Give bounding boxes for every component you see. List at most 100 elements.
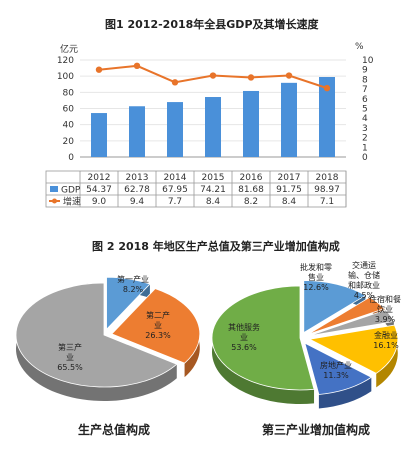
growth-point xyxy=(247,74,255,81)
category-label: 2012 xyxy=(88,173,111,183)
pie-slice xyxy=(304,342,373,395)
pie-slice-side xyxy=(212,286,315,404)
pie1-caption: 生产总值构成 xyxy=(78,423,151,437)
gdp-value-label: 98.97 xyxy=(314,185,340,195)
category-label: 2014 xyxy=(164,173,187,183)
right-tick-label: 9 xyxy=(362,66,368,76)
gdp-value-label: 81.68 xyxy=(238,185,264,195)
growth-point xyxy=(209,72,217,79)
svg-text:4.5%: 4.5% xyxy=(354,291,375,300)
growth-value-label: 7.7 xyxy=(168,197,182,207)
svg-text:65.5%: 65.5% xyxy=(57,363,83,372)
svg-text:第三产: 第三产 xyxy=(58,342,82,352)
right-tick-label: 1 xyxy=(362,143,368,153)
gdp-value-label: 54.37 xyxy=(86,185,112,195)
svg-text:交通运: 交通运 xyxy=(352,260,376,270)
legend-growth-label: 增速 xyxy=(63,196,81,208)
svg-text:其他服务: 其他服务 xyxy=(228,322,260,332)
growth-point xyxy=(323,84,331,92)
growth-point xyxy=(171,79,179,86)
svg-text:输、仓储: 输、仓储 xyxy=(348,270,380,280)
legend-gdp-label: GDP xyxy=(61,186,81,196)
svg-text:26.3%: 26.3% xyxy=(145,331,171,340)
pie-slice xyxy=(307,296,386,335)
right-tick-label: 8 xyxy=(362,75,368,85)
category-label: 2013 xyxy=(126,173,149,183)
svg-text:售业: 售业 xyxy=(308,272,324,282)
gdp-bar xyxy=(91,113,107,157)
category-label: 2015 xyxy=(202,173,225,183)
svg-text:饮业: 饮业 xyxy=(377,304,393,314)
pie-slice xyxy=(308,324,399,374)
gdp-bar xyxy=(205,97,221,157)
category-label: 2016 xyxy=(240,173,263,183)
pie2-caption: 第三产业增加值构成 xyxy=(262,423,371,437)
svg-text:金融业: 金融业 xyxy=(374,330,398,340)
growth-value-label: 7.1 xyxy=(320,197,334,207)
pie-slice xyxy=(106,276,151,331)
gdp-value-label: 67.95 xyxy=(162,185,188,195)
pie-slice xyxy=(111,288,201,364)
svg-text:业: 业 xyxy=(240,332,248,342)
left-tick-label: 40 xyxy=(63,121,75,131)
gdp-bar xyxy=(129,106,145,157)
gdp-bar xyxy=(319,76,335,157)
left-tick-label: 80 xyxy=(63,88,75,98)
right-tick-label: 7 xyxy=(362,85,368,95)
svg-text:12.6%: 12.6% xyxy=(303,283,329,292)
category-label: 2018 xyxy=(316,173,339,183)
right-tick-label: 2 xyxy=(362,134,368,144)
svg-text:批发和零: 批发和零 xyxy=(300,262,332,272)
right-tick-label: 10 xyxy=(362,56,374,66)
svg-text:和邮政业: 和邮政业 xyxy=(348,280,380,290)
legend-gdp-swatch xyxy=(50,186,58,192)
gdp-bar xyxy=(243,90,259,157)
growth-value-label: 8.4 xyxy=(206,197,221,207)
category-label: 2017 xyxy=(278,173,301,183)
gdp-value-label: 91.75 xyxy=(276,185,302,195)
right-tick-label: 4 xyxy=(362,114,368,124)
pie-slice-side xyxy=(318,377,372,409)
growth-value-label: 8.4 xyxy=(282,197,297,207)
left-tick-label: 120 xyxy=(57,56,74,66)
gdp-bar xyxy=(167,102,183,157)
pie-slice xyxy=(211,285,315,391)
left-tick-label: 60 xyxy=(63,105,75,115)
gdp-bar xyxy=(281,82,297,157)
svg-text:8.2%: 8.2% xyxy=(123,285,144,294)
svg-text:第一产业: 第一产业 xyxy=(117,274,149,284)
left-tick-label: 0 xyxy=(68,153,74,163)
left-tick-label: 100 xyxy=(57,72,74,82)
right-tick-label: 6 xyxy=(362,95,368,105)
svg-text:住宿和餐: 住宿和餐 xyxy=(369,294,401,304)
left-axis-unit: 亿元 xyxy=(60,45,79,55)
svg-text:3.9%: 3.9% xyxy=(375,315,396,324)
svg-text:第二产: 第二产 xyxy=(146,310,170,320)
svg-text:业: 业 xyxy=(66,352,74,362)
pie-slice xyxy=(15,282,178,388)
pie-slice xyxy=(303,280,367,334)
growth-value-label: 9.0 xyxy=(92,197,107,207)
chart1-title: 图1 2012-2018年全县GDP及其增长速度 xyxy=(105,18,319,31)
right-tick-label: 3 xyxy=(362,124,368,134)
gdp-data-table: 2012 54.37 9.0 2013 62.78 9.4 2014 67.95 7.7 2015… xyxy=(45,170,347,208)
growth-point xyxy=(133,62,141,70)
svg-text:业: 业 xyxy=(154,320,162,330)
svg-text:53.6%: 53.6% xyxy=(231,343,257,352)
gdp-value-label: 62.78 xyxy=(124,185,150,195)
left-tick-label: 20 xyxy=(63,137,75,147)
right-axis-unit: % xyxy=(355,42,364,52)
svg-text:16.1%: 16.1% xyxy=(373,341,399,350)
growth-point xyxy=(285,72,293,79)
growth-value-label: 9.4 xyxy=(130,197,145,207)
